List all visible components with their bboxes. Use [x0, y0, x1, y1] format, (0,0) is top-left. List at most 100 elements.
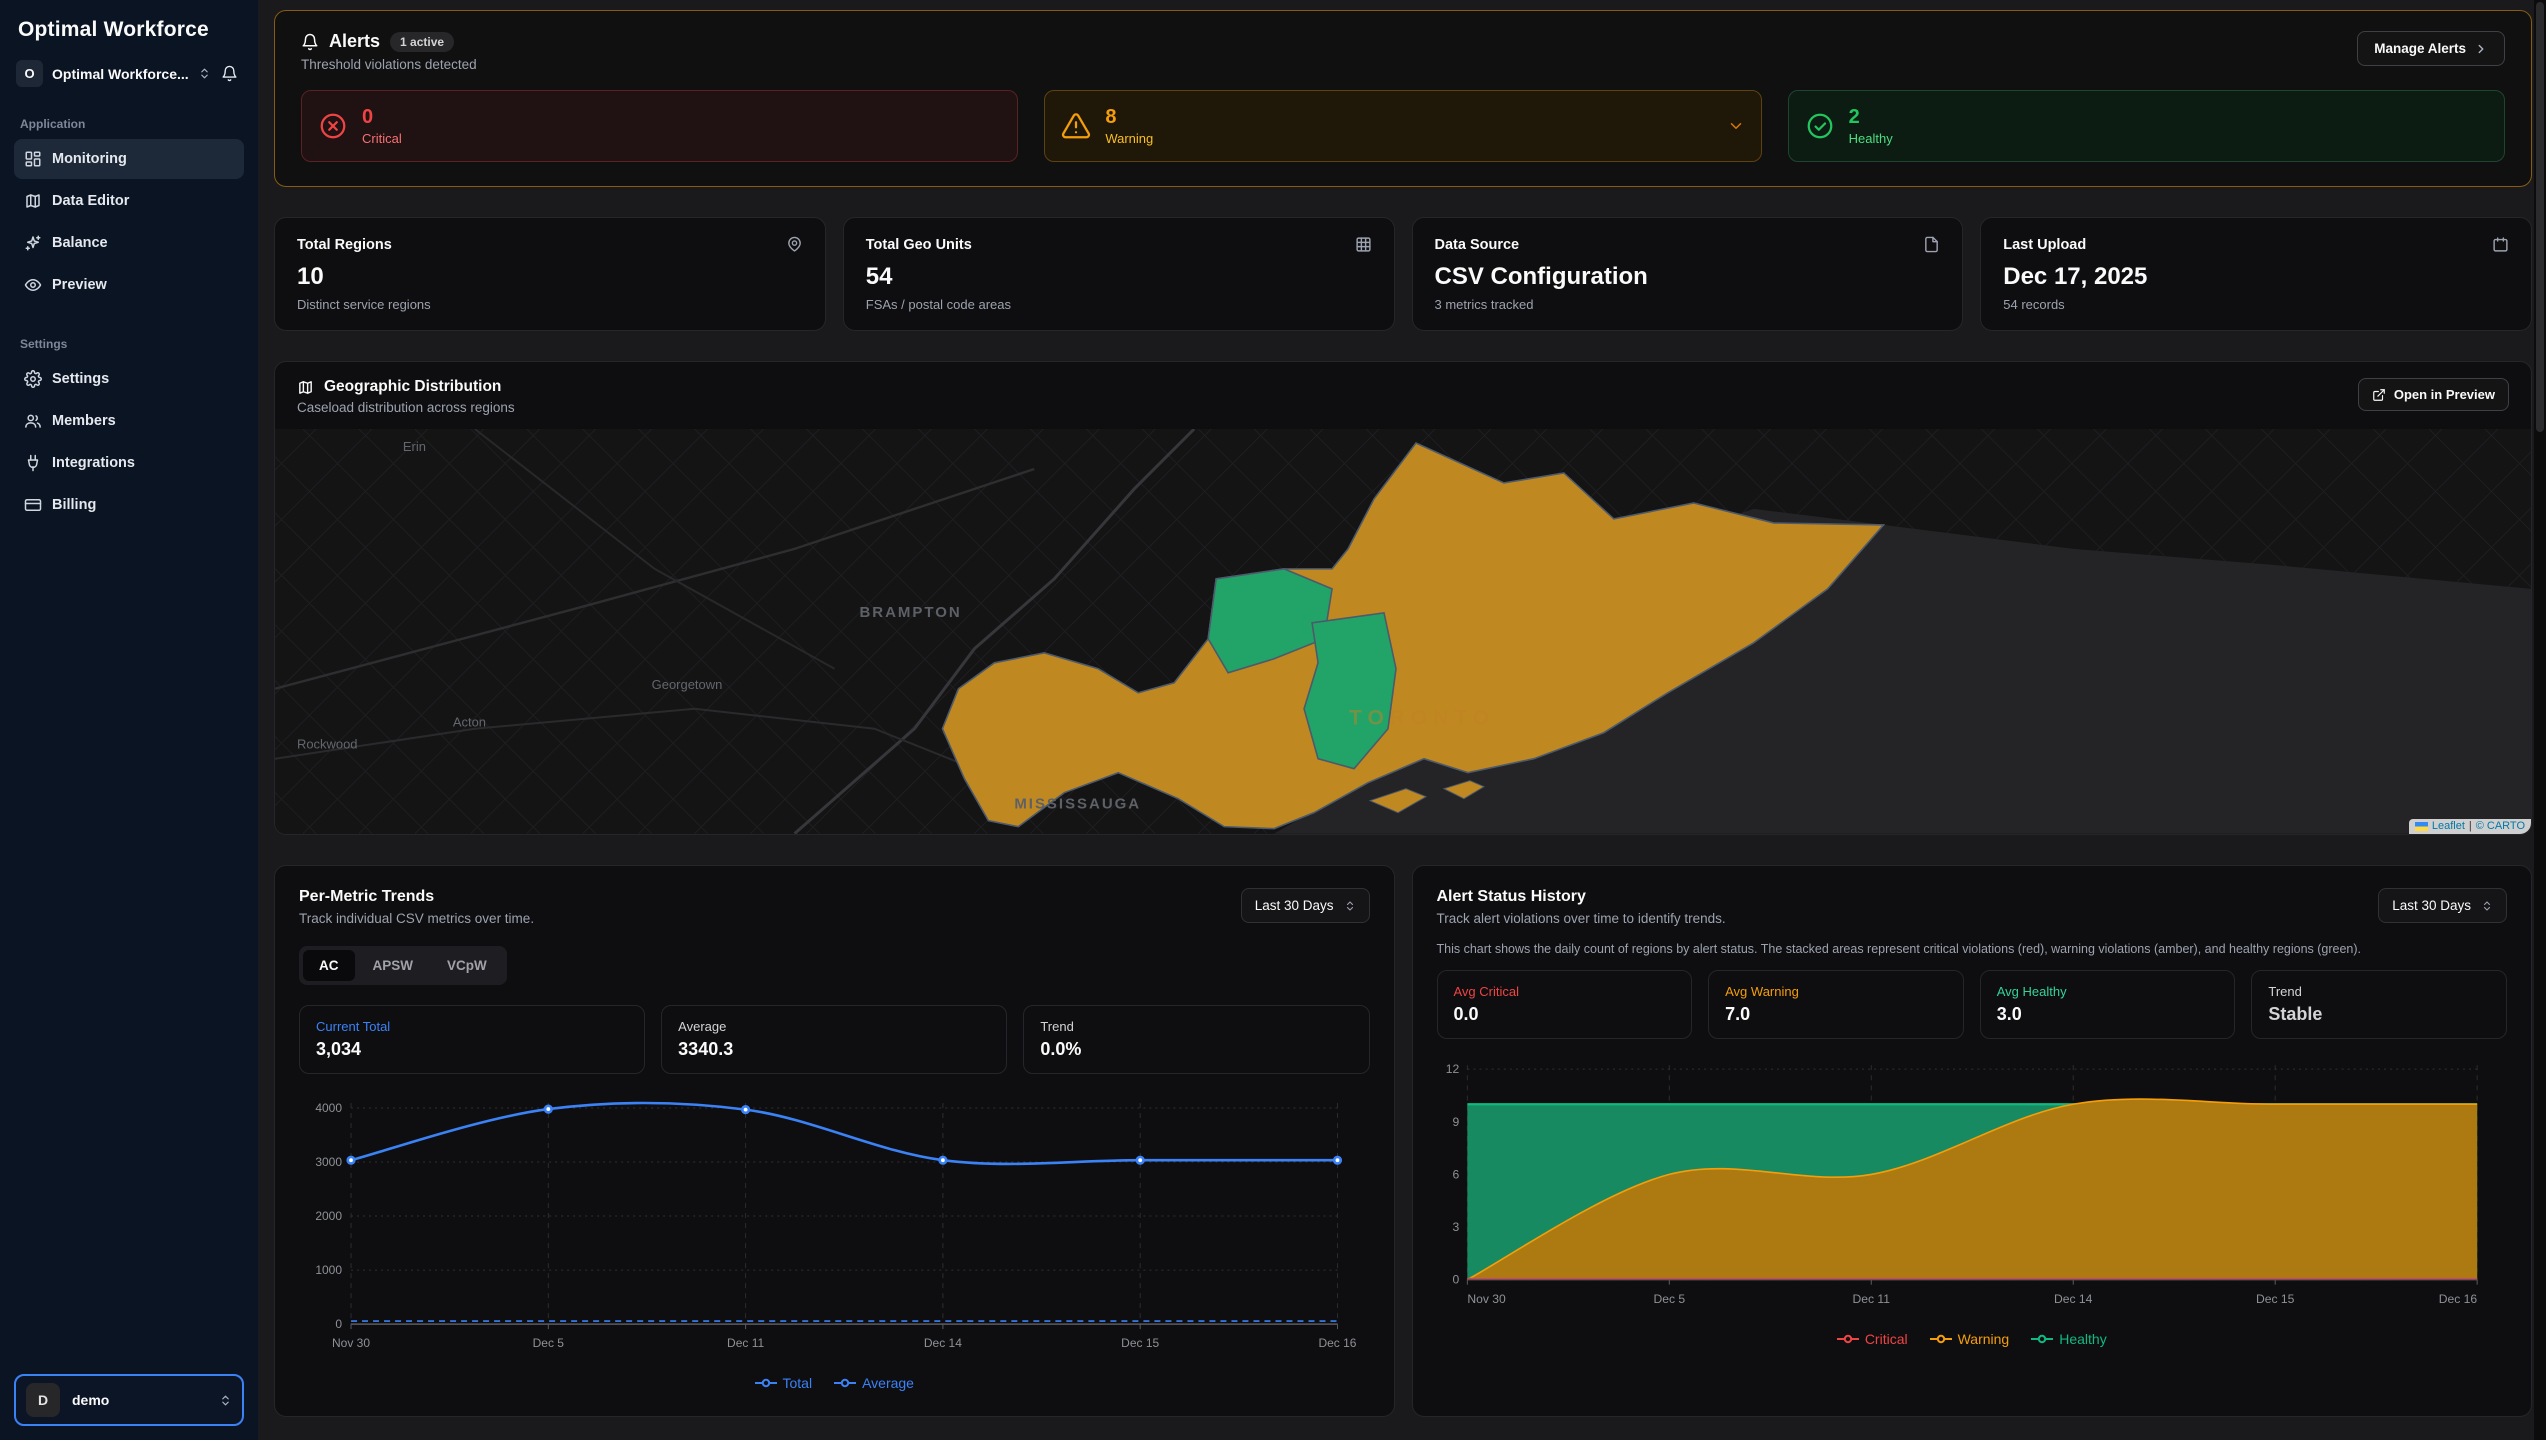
svg-text:Dec 11: Dec 11 — [1852, 1292, 1890, 1306]
svg-text:BRAMPTON: BRAMPTON — [859, 604, 961, 621]
svg-text:Erin: Erin — [403, 439, 426, 454]
trend-box: Trend 0.0% — [1023, 1005, 1370, 1074]
svg-text:Dec 11: Dec 11 — [727, 1336, 764, 1350]
map-attribution: Leaflet | © CARTO — [2408, 819, 2531, 834]
map-region-healthy[interactable] — [1303, 611, 1397, 770]
avg-warning-box: Avg Warning 7.0 — [1708, 970, 1964, 1039]
tab-vcpw[interactable]: VCpW — [431, 950, 503, 981]
user-selector[interactable]: D demo — [14, 1374, 244, 1426]
legend-line-marker — [834, 1378, 857, 1388]
trends-subtitle: Track individual CSV metrics over time. — [299, 911, 535, 926]
alerts-subtitle: Threshold violations detected — [301, 57, 477, 72]
stat-subtitle: FSAs / postal code areas — [865, 297, 1011, 312]
notifications-bell-icon[interactable] — [221, 65, 238, 82]
map-island-warning[interactable] — [1368, 788, 1428, 814]
svg-text:Nov 30: Nov 30 — [332, 1336, 370, 1350]
svg-text:3000: 3000 — [315, 1155, 342, 1169]
manage-alerts-button[interactable]: Manage Alerts — [2357, 31, 2505, 66]
metric-tabs: AC APSW VCpW — [299, 946, 507, 985]
sidebar-item-label: Monitoring — [52, 151, 127, 167]
main-content: Alerts 1 active Threshold violations det… — [258, 0, 2534, 1440]
road-line — [275, 467, 1035, 690]
svg-text:Dec 5: Dec 5 — [533, 1336, 565, 1350]
tab-ac[interactable]: AC — [303, 950, 355, 981]
eye-icon — [24, 276, 42, 294]
trends-legend: Total Average — [299, 1375, 1370, 1391]
legend-line-marker — [1836, 1334, 1859, 1344]
workspace-selector[interactable]: O Optimal Workforce... — [16, 60, 211, 87]
warning-label: Warning — [1105, 131, 1154, 146]
sidebar-item-balance[interactable]: Balance — [14, 223, 244, 263]
credit-card-icon — [24, 496, 42, 514]
healthy-label: Healthy — [1848, 131, 1893, 146]
stat-value: Dec 17, 2025 — [2003, 263, 2148, 290]
sidebar-item-members[interactable]: Members — [14, 401, 244, 441]
history-range-select[interactable]: Last 30 Days — [2378, 888, 2507, 923]
svg-text:2000: 2000 — [315, 1209, 342, 1223]
current-total-box: Current Total 3,034 — [299, 1005, 646, 1074]
file-icon — [1923, 236, 1940, 253]
map-island-warning[interactable] — [1442, 780, 1486, 800]
svg-text:Georgetown: Georgetown — [652, 677, 723, 692]
highway-line — [793, 429, 1196, 834]
chevrons-up-down-icon — [2481, 900, 2493, 912]
sidebar-item-preview[interactable]: Preview — [14, 265, 244, 305]
svg-text:1000: 1000 — [315, 1263, 342, 1277]
sidebar-item-integrations[interactable]: Integrations — [14, 443, 244, 483]
leaflet-link[interactable]: Leaflet — [2431, 820, 2465, 832]
map-panel: Geographic Distribution Caseload distrib… — [274, 361, 2532, 835]
plug-icon — [24, 454, 42, 472]
average-box: Average 3340.3 — [661, 1005, 1008, 1074]
sidebar-item-settings[interactable]: Settings — [14, 359, 244, 399]
sidebar-item-label: Balance — [52, 235, 108, 251]
healthy-count: 2 — [1848, 106, 1860, 128]
open-in-preview-button[interactable]: Open in Preview — [2357, 378, 2509, 411]
map-region-warning[interactable] — [941, 441, 1886, 830]
alerts-title: Alerts — [329, 31, 381, 51]
tab-apsw[interactable]: APSW — [357, 950, 430, 981]
map-region-healthy[interactable] — [1207, 568, 1333, 674]
road-line — [474, 429, 835, 670]
svg-text:0: 0 — [335, 1317, 342, 1331]
stat-value: 54 — [865, 263, 893, 290]
carto-link[interactable]: © CARTO — [2475, 820, 2525, 832]
sidebar-item-billing[interactable]: Billing — [14, 485, 244, 525]
scrollbar-thumb[interactable] — [2536, 2, 2544, 432]
svg-text:Dec 15: Dec 15 — [1121, 1336, 1159, 1350]
leaflet-map[interactable]: Erin BRAMPTON Georgetown Acton Rockwood MISSI… — [275, 429, 2531, 834]
sidebar-item-label: Settings — [52, 371, 110, 387]
map-icon — [297, 379, 314, 396]
map-pin-icon — [786, 236, 803, 253]
svg-text:Dec 14: Dec 14 — [924, 1336, 962, 1350]
chevron-right-icon — [2474, 42, 2488, 56]
trends-range-select[interactable]: Last 30 Days — [1240, 888, 1370, 923]
sidebar-item-monitoring[interactable]: Monitoring — [14, 139, 244, 179]
map-canvas: Erin BRAMPTON Georgetown Acton Rockwood MISSI… — [275, 429, 2531, 834]
map-subtitle: Caseload distribution across regions — [297, 400, 515, 415]
warning-alert-card[interactable]: 8 Warning — [1044, 90, 1762, 162]
stat-card-data-source: Data Source CSV Configuration 3 metrics … — [1411, 217, 1964, 331]
grid-icon — [1355, 236, 1372, 253]
stat-card-total-geo-units: Total Geo Units 54 FSAs / postal code ar… — [842, 217, 1395, 331]
chevron-down-icon[interactable] — [1727, 117, 1745, 135]
users-icon — [24, 412, 42, 430]
alerts-panel: Alerts 1 active Threshold violations det… — [274, 10, 2532, 187]
sidebar-item-label: Billing — [52, 497, 97, 513]
page-scrollbar[interactable] — [2534, 0, 2546, 1440]
legend-line-marker — [1929, 1334, 1952, 1344]
healthy-alert-card: 2 Healthy — [1787, 90, 2505, 162]
stat-value: CSV Configuration — [1434, 263, 1648, 290]
workspace-name: Optimal Workforce... — [52, 65, 189, 82]
sparkles-icon — [24, 234, 42, 252]
warning-count: 8 — [1105, 106, 1117, 128]
workspace-avatar: O — [16, 60, 43, 87]
sidebar-item-data-editor[interactable]: Data Editor — [14, 181, 244, 221]
trends-title: Per-Metric Trends — [299, 888, 435, 905]
avg-critical-box: Avg Critical 0.0 — [1436, 970, 1693, 1039]
svg-text:Dec 16: Dec 16 — [2438, 1292, 2477, 1306]
svg-text:0: 0 — [1452, 1273, 1459, 1287]
svg-text:3: 3 — [1452, 1220, 1459, 1234]
svg-text:Nov 30: Nov 30 — [1467, 1292, 1506, 1306]
svg-text:Dec 15: Dec 15 — [2255, 1292, 2294, 1306]
svg-text:9: 9 — [1452, 1115, 1459, 1129]
